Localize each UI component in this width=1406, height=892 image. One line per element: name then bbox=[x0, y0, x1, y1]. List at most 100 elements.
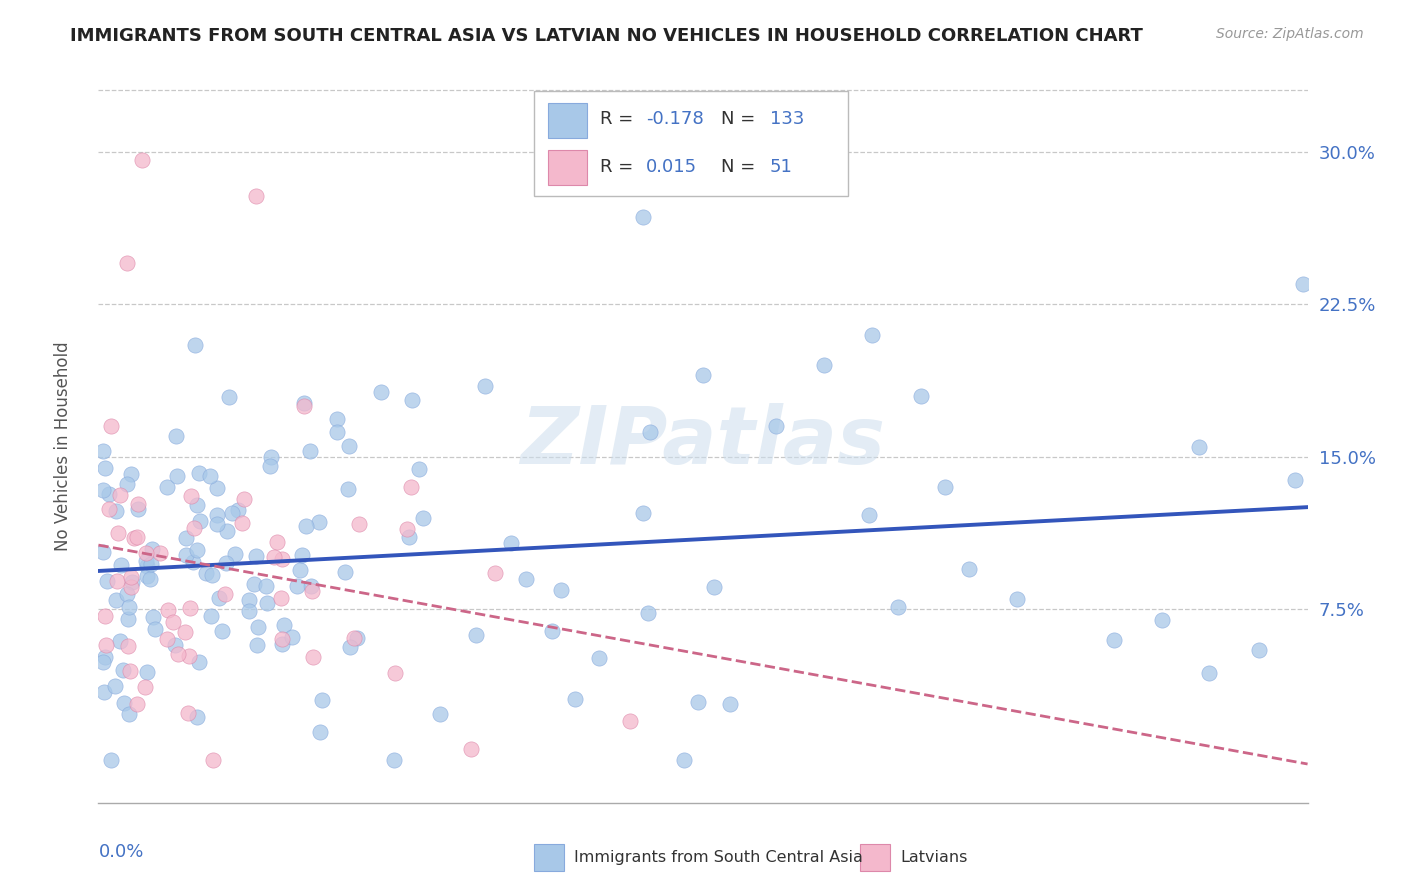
Point bbox=[291, 548, 314, 562]
Point bbox=[254, 579, 277, 593]
Point bbox=[181, 555, 204, 569]
Point bbox=[179, 601, 201, 615]
Point bbox=[673, 753, 696, 767]
Point bbox=[127, 502, 149, 516]
Point bbox=[270, 552, 292, 566]
Point bbox=[215, 556, 238, 570]
Point bbox=[117, 639, 139, 653]
Point bbox=[232, 491, 254, 506]
Point bbox=[515, 572, 537, 586]
Point bbox=[96, 574, 118, 589]
Point bbox=[1188, 440, 1211, 454]
Point bbox=[1152, 613, 1174, 627]
Point bbox=[887, 599, 910, 614]
Point bbox=[631, 506, 654, 520]
Point bbox=[270, 637, 292, 651]
Point bbox=[163, 638, 186, 652]
Point bbox=[157, 603, 180, 617]
Point bbox=[179, 648, 201, 663]
Point bbox=[142, 610, 165, 624]
Point bbox=[110, 634, 132, 648]
Text: N =: N = bbox=[721, 158, 761, 176]
Point bbox=[166, 647, 188, 661]
Point bbox=[94, 650, 117, 665]
Point bbox=[270, 632, 292, 646]
Point bbox=[231, 516, 253, 530]
Point bbox=[384, 753, 406, 767]
Text: Immigrants from South Central Asia: Immigrants from South Central Asia bbox=[574, 850, 862, 865]
Point bbox=[384, 666, 406, 681]
FancyBboxPatch shape bbox=[860, 844, 890, 871]
Point bbox=[177, 706, 200, 720]
Point bbox=[156, 632, 179, 647]
Point bbox=[1292, 277, 1315, 291]
Point bbox=[186, 499, 208, 513]
Text: Latvians: Latvians bbox=[900, 850, 967, 865]
Point bbox=[292, 396, 315, 410]
Point bbox=[564, 692, 586, 706]
Point bbox=[401, 393, 423, 408]
Point bbox=[174, 548, 197, 562]
Point bbox=[550, 582, 572, 597]
Point bbox=[335, 566, 357, 580]
Text: IMMIGRANTS FROM SOUTH CENTRAL ASIA VS LATVIAN NO VEHICLES IN HOUSEHOLD CORRELATI: IMMIGRANTS FROM SOUTH CENTRAL ASIA VS LA… bbox=[70, 27, 1143, 45]
Point bbox=[105, 574, 128, 588]
Point bbox=[104, 679, 127, 693]
Point bbox=[208, 591, 231, 605]
Text: No Vehicles in Household: No Vehicles in Household bbox=[55, 341, 72, 551]
Point bbox=[127, 497, 149, 511]
Point bbox=[957, 562, 980, 576]
Point bbox=[117, 256, 139, 270]
Point bbox=[111, 663, 134, 677]
Point bbox=[108, 488, 131, 502]
Text: 133: 133 bbox=[769, 110, 804, 128]
Point bbox=[299, 579, 322, 593]
Point bbox=[588, 651, 610, 665]
Point bbox=[765, 419, 787, 434]
Point bbox=[1284, 473, 1306, 487]
Point bbox=[188, 514, 211, 528]
Point bbox=[288, 564, 311, 578]
Point bbox=[107, 525, 129, 540]
Point bbox=[100, 419, 122, 434]
Point bbox=[110, 558, 132, 572]
Point bbox=[1249, 643, 1271, 657]
Point bbox=[501, 535, 523, 549]
Point bbox=[112, 696, 135, 710]
Point bbox=[125, 697, 148, 711]
Point bbox=[245, 549, 267, 564]
Point bbox=[91, 655, 114, 669]
Point bbox=[703, 580, 725, 594]
Point bbox=[205, 508, 228, 522]
Point bbox=[221, 506, 243, 520]
Point bbox=[398, 530, 420, 544]
Point bbox=[211, 624, 233, 638]
Point bbox=[120, 580, 142, 594]
Point bbox=[117, 599, 139, 614]
Point bbox=[395, 522, 418, 536]
Point bbox=[91, 545, 114, 559]
Point bbox=[183, 521, 205, 535]
Point bbox=[136, 568, 159, 582]
Point bbox=[465, 628, 488, 642]
Point bbox=[184, 338, 207, 352]
Point bbox=[285, 578, 308, 592]
Point bbox=[198, 468, 221, 483]
Point bbox=[207, 516, 229, 531]
Point bbox=[308, 516, 330, 530]
Point bbox=[162, 615, 184, 630]
Point bbox=[429, 707, 451, 722]
Point bbox=[215, 524, 238, 538]
Point bbox=[117, 611, 139, 625]
Point bbox=[309, 724, 332, 739]
FancyBboxPatch shape bbox=[548, 103, 586, 138]
Point bbox=[138, 572, 160, 586]
FancyBboxPatch shape bbox=[534, 844, 564, 871]
Point bbox=[97, 487, 120, 501]
Text: 0.0%: 0.0% bbox=[98, 843, 143, 861]
Point bbox=[188, 655, 211, 669]
Point bbox=[120, 467, 142, 482]
Point bbox=[301, 584, 323, 599]
Point bbox=[484, 566, 506, 581]
Point bbox=[200, 608, 222, 623]
